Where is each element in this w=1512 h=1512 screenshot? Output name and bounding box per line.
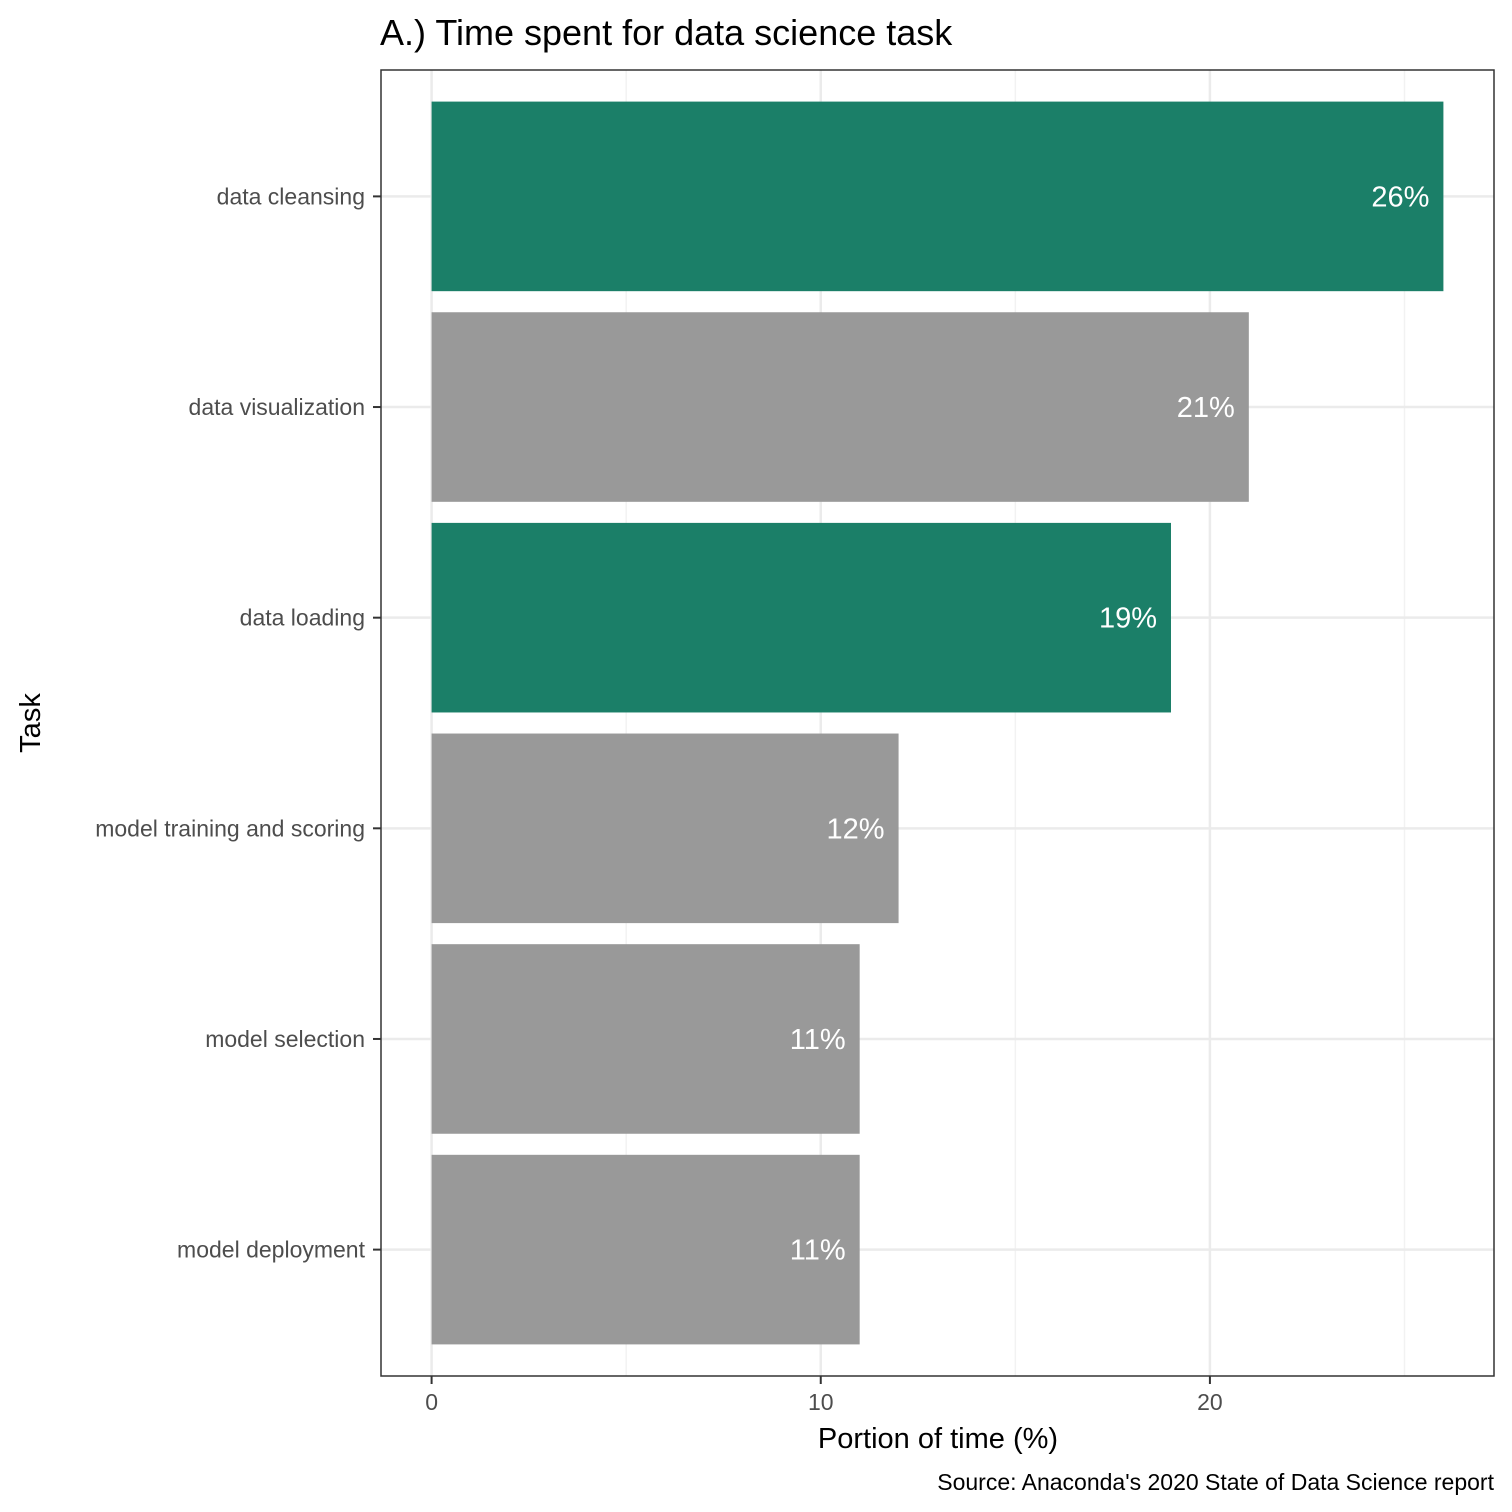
bars [431, 101, 1444, 1345]
bar-value-label: 19% [1099, 603, 1157, 635]
panel-border [380, 69, 1495, 1377]
bar-labels: 26% 21% 19% 12% 11% 11% [790, 181, 1430, 1266]
chart-caption: Source: Anaconda's 2020 State of Data Sc… [937, 1469, 1494, 1495]
y-tick-label: model selection [205, 1026, 365, 1052]
y-tick-label: data loading [240, 605, 365, 631]
x-axis-title: Portion of time (%) [818, 1423, 1058, 1455]
y-tick-label: model deployment [177, 1237, 366, 1263]
y-axis-title: Task [15, 693, 47, 753]
y-tick-label: model training and scoring [95, 815, 365, 841]
axes: data cleansing data visualization data loa… [95, 183, 1222, 1415]
bar [431, 312, 1249, 502]
bar [431, 101, 1444, 292]
x-tick-label: 0 [425, 1389, 438, 1415]
bar-value-label: 21% [1177, 392, 1235, 424]
x-tick-label: 20 [1197, 1389, 1223, 1415]
bar-value-label: 11% [790, 1024, 846, 1056]
bar-value-label: 11% [790, 1235, 846, 1267]
x-tick-label: 10 [808, 1389, 834, 1415]
y-tick-label: data visualization [189, 394, 365, 420]
bar [431, 1154, 860, 1345]
bar-value-label: 12% [827, 813, 885, 845]
bar [431, 522, 1171, 713]
bar [431, 944, 860, 1134]
bar-value-label: 26% [1371, 181, 1429, 213]
chart-title: A.) Time spent for data science task [380, 12, 953, 53]
y-tick-label: data cleansing [217, 183, 365, 209]
bar [431, 733, 899, 924]
